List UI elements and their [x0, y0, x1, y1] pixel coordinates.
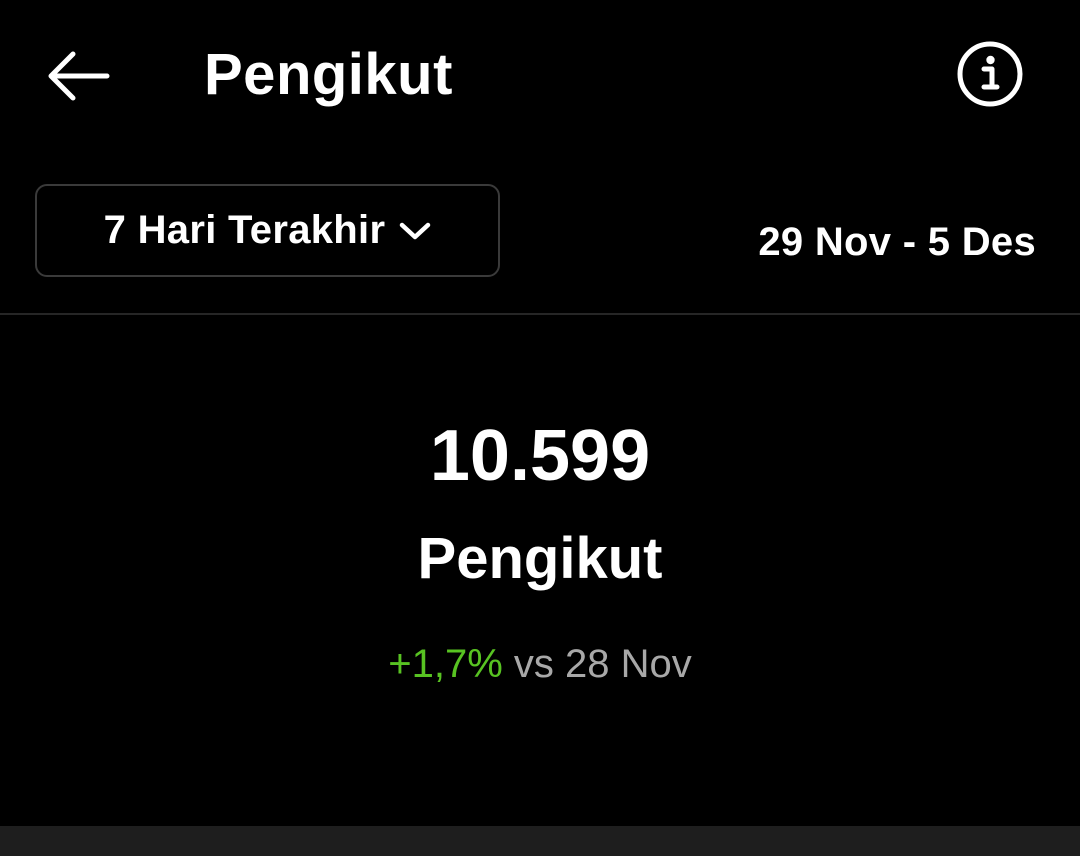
info-circle-icon [957, 41, 1023, 107]
follower-change: +1,7% vs 28 Nov [0, 640, 1080, 688]
chevron-down-icon [399, 221, 431, 241]
section-separator [0, 826, 1080, 856]
date-range-dropdown-label: 7 Hari Terakhir [103, 208, 386, 252]
top-bar: Pengikut [0, 0, 1080, 150]
divider [0, 313, 1080, 315]
follower-count: 10.599 [429, 416, 651, 496]
change-comparison: vs 28 Nov [502, 642, 692, 686]
page-title: Pengikut [204, 42, 453, 107]
change-percent: +1,7% [388, 642, 503, 686]
date-range-dropdown[interactable]: 7 Hari Terakhir [35, 184, 500, 277]
arrow-left-icon [48, 51, 110, 101]
follower-count-label: Pengikut [417, 526, 663, 591]
date-range-text: 29 Nov - 5 Des [758, 220, 1036, 264]
info-button[interactable] [954, 38, 1026, 110]
back-button[interactable] [40, 44, 116, 108]
